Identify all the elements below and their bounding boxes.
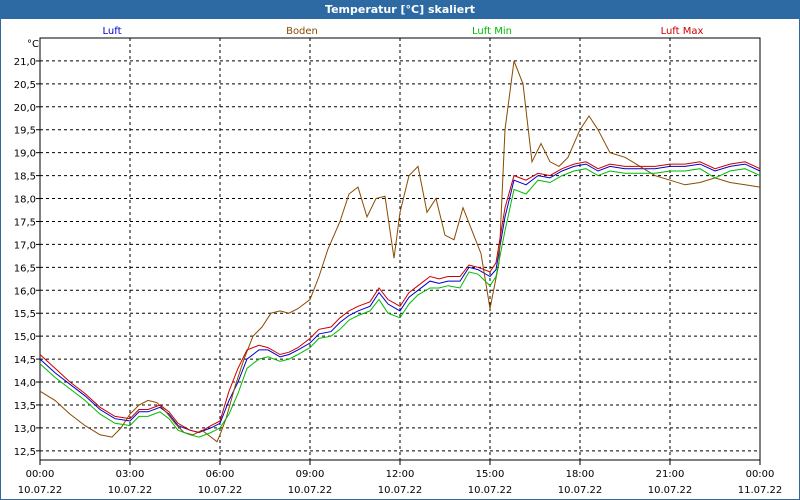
x-tick-date: 11.07.22 — [738, 485, 783, 496]
legend-item: Boden — [286, 26, 318, 37]
series-lines — [39, 60, 761, 443]
y-tick-label: 14,0 — [14, 378, 36, 389]
series-line-luft — [39, 163, 761, 434]
x-tick-date: 10.07.22 — [468, 485, 513, 496]
series-line-boden — [39, 60, 761, 443]
x-tick-time: 09:00 — [296, 469, 325, 480]
legend-item: Luft — [103, 26, 122, 37]
x-tick-time: 00:00 — [26, 469, 55, 480]
legend-item: Luft Max — [661, 26, 704, 37]
y-tick-label: 21,0 — [14, 57, 36, 68]
chart-title: Temperatur [°C] skaliert — [1, 1, 799, 19]
y-tick-label: 15,5 — [14, 309, 36, 320]
y-tick-label: 12,5 — [14, 447, 36, 458]
legend: Luft Boden Luft Min Luft Max — [103, 26, 704, 37]
y-tick-label: 17,0 — [14, 240, 36, 251]
x-tick-date: 10.07.22 — [648, 485, 693, 496]
legend-item: Luft Min — [472, 26, 512, 37]
y-tick-label: 18,0 — [14, 195, 36, 206]
y-tick-label: 16,5 — [14, 263, 36, 274]
y-tick-label: 20,0 — [14, 103, 36, 114]
y-tick-label: 13,0 — [14, 424, 36, 435]
y-tick-label: 13,5 — [14, 401, 36, 412]
y-axis-label: °C — [27, 39, 39, 50]
x-tick-date: 10.07.22 — [198, 485, 243, 496]
x-tick-time: 18:00 — [566, 469, 595, 480]
y-tick-label: 19,5 — [14, 126, 36, 137]
series-line-luft-max — [39, 161, 761, 434]
y-tick-label: 19,0 — [14, 149, 36, 160]
x-tick-date: 10.07.22 — [108, 485, 153, 496]
y-tick-label: 17,5 — [14, 217, 36, 228]
y-tick-label: 20,5 — [14, 80, 36, 91]
x-tick-date: 10.07.22 — [288, 485, 333, 496]
y-tick-label: 14,5 — [14, 355, 36, 366]
y-axis: 12,5 13,0 13,5 14,0 14,5 15,0 15,5 16,0 16,5 17,0… — [14, 57, 40, 458]
y-tick-label: 18,5 — [14, 172, 36, 183]
x-tick-date: 10.07.22 — [18, 485, 63, 496]
x-tick-time: 03:00 — [116, 469, 145, 480]
x-tick-time: 15:00 — [476, 469, 505, 480]
x-tick-date: 10.07.22 — [378, 485, 423, 496]
x-tick-time: 12:00 — [386, 469, 415, 480]
x-axis: 00:00 10.07.22 03:00 10.07.22 06:00 10.07.22 0… — [18, 460, 783, 496]
x-tick-time: 21:00 — [656, 469, 685, 480]
y-tick-label: 16,0 — [14, 286, 36, 297]
series-line-luft-min — [39, 168, 761, 438]
y-tick-label: 15,0 — [14, 332, 36, 343]
x-tick-time: 06:00 — [206, 469, 235, 480]
x-tick-time: 00:00 — [746, 469, 775, 480]
x-tick-date: 10.07.22 — [558, 485, 603, 496]
